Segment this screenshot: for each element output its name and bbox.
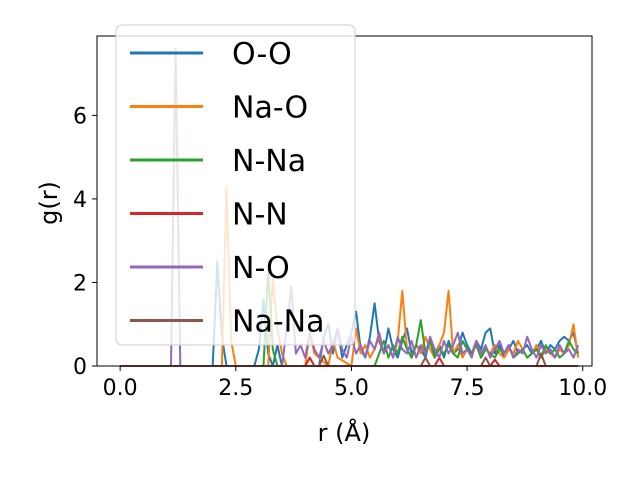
x-axis-label: r (Å)	[318, 418, 371, 447]
legend-label-n-n: N-N	[232, 198, 288, 233]
x-tick-label: 7.5	[450, 376, 485, 401]
y-axis-ticks: 0 2 4 6	[73, 104, 97, 380]
x-axis-ticks: 0.0 2.5 5.0 7.5 10.0	[103, 366, 607, 401]
y-tick-label: 6	[73, 104, 87, 129]
legend-box	[115, 24, 356, 346]
legend-label-n-na: N-Na	[232, 144, 306, 179]
y-tick-label: 2	[73, 271, 87, 296]
legend-label-o-o: O-O	[232, 37, 292, 72]
y-axis-label: g(r)	[35, 181, 63, 225]
legend-label-na-na: Na-Na	[232, 305, 324, 340]
y-tick-label: 4	[73, 188, 87, 213]
x-tick-label: 5.0	[334, 376, 369, 401]
x-tick-label: 10.0	[558, 376, 607, 401]
legend-label-na-o: Na-O	[232, 91, 308, 126]
x-tick-label: 0.0	[103, 376, 138, 401]
legend-label-n-o: N-O	[232, 251, 290, 286]
x-tick-label: 2.5	[218, 376, 253, 401]
legend: O-O Na-O N-Na N-N N-O Na-Na	[115, 24, 356, 346]
y-tick-label: 0	[73, 355, 87, 380]
